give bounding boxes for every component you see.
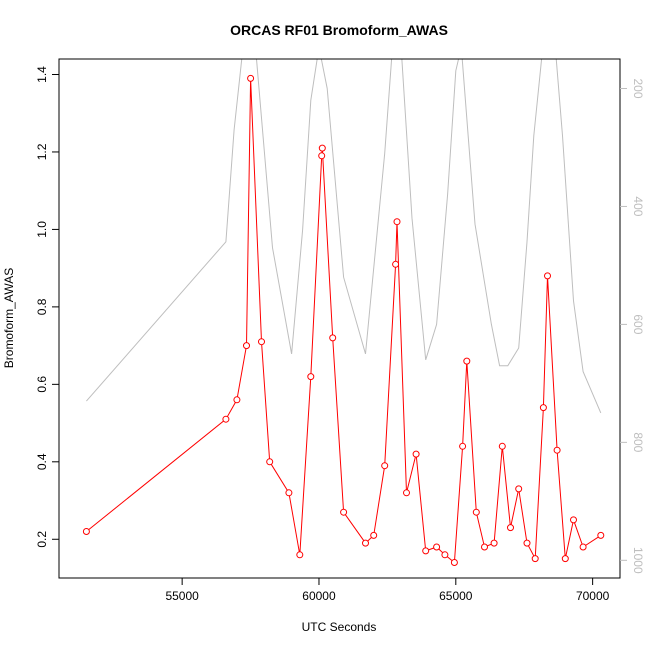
data-point [266,458,274,466]
data-point [459,442,467,450]
data-point [523,539,531,547]
data-point [531,555,539,563]
data-point [515,485,523,493]
axes: 55000 60000 65000 70000 0.2 0.4 0.6 0.8 1.0 1.2 1.… [35,66,645,603]
data-point [544,272,551,280]
data-point [222,415,230,423]
data-point [392,260,400,268]
data-point [403,489,410,497]
data-point [233,396,241,404]
data-point [422,547,430,555]
plot-area [82,59,605,566]
data-point [539,404,547,412]
data-point [597,531,605,539]
y-tick-label: 0.6 [35,376,49,393]
y2-tick-label: 400 [631,196,645,216]
data-point [481,543,488,551]
data-point [579,543,587,551]
y-tick-label: 1.4 [35,66,49,83]
y2-tick-label: 800 [631,432,645,452]
data-point [285,489,293,497]
data-point [463,357,471,365]
data-point [243,342,250,350]
data-point [490,539,498,547]
y-tick-label: 0.2 [35,531,49,548]
data-point [307,373,315,381]
x-tick-label: 60000 [302,589,336,603]
x-axis-label: UTC Seconds [302,620,377,634]
plot-border [58,58,621,579]
y2-tick-label: 200 [631,78,645,98]
series-1 [86,59,602,414]
y-tick-label: 1.0 [35,221,49,238]
x-tick-label: 65000 [439,589,473,603]
y2-tick-label: 600 [631,314,645,334]
series-1-line [86,59,602,414]
data-point [82,528,90,535]
data-point [433,543,441,551]
x-tick-label: 70000 [576,589,610,603]
data-point [247,74,255,82]
data-point [318,144,326,152]
y2-tick-label: 1000 [631,547,645,574]
data-point [258,338,265,346]
data-point [340,508,348,516]
data-point [381,462,389,470]
data-point [318,152,326,160]
data-point [412,450,420,458]
data-point [561,555,569,563]
data-point [472,508,480,516]
x-tick-label: 55000 [165,589,199,603]
data-point [441,551,449,559]
data-point [362,539,369,547]
data-point [450,559,458,566]
series-0-line [86,78,602,564]
data-point [570,516,577,524]
data-point [296,551,304,559]
y-tick-label: 1.2 [35,143,49,160]
data-point [329,334,337,342]
y-tick-label: 0.8 [35,298,49,315]
data-point [553,446,561,454]
data-point [498,442,506,450]
data-point [370,531,378,539]
series-0 [82,74,605,566]
y-tick-label: 0.4 [35,453,49,470]
data-point [507,524,514,532]
data-point [393,218,401,226]
chart-title: ORCAS RF01 Bromoform_AWAS [230,22,448,38]
y-axis-label: Bromoform_AWAS [2,268,16,368]
